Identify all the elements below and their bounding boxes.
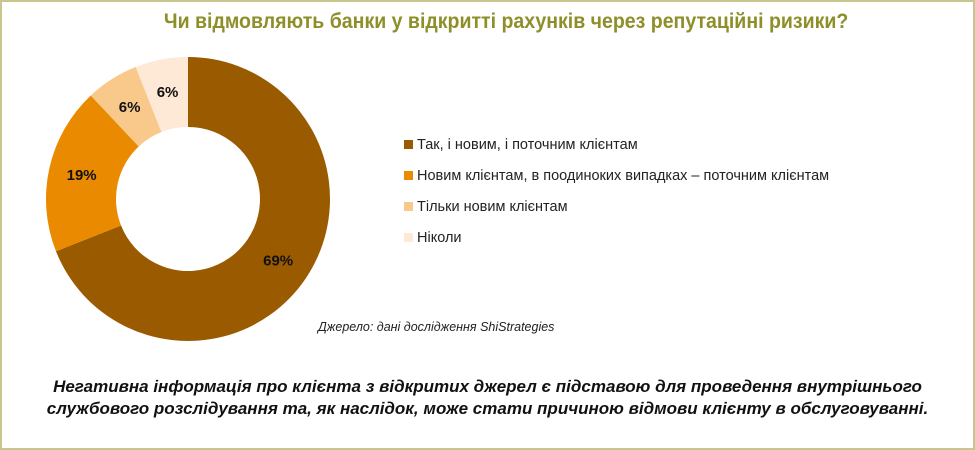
legend-swatch xyxy=(404,202,413,211)
donut-slice xyxy=(46,95,139,252)
legend-label: Тільки новим клієнтам xyxy=(417,198,568,215)
legend-swatch xyxy=(404,233,413,242)
source-note: Джерело: дані дослідження ShiStrategies xyxy=(318,320,555,334)
data-label: 69% xyxy=(263,252,293,269)
legend-item: Ніколи xyxy=(404,222,829,253)
legend-label: Ніколи xyxy=(417,229,462,246)
legend-item: Новим клієнтам, в поодиноких випадках – … xyxy=(404,160,829,191)
donut-slice xyxy=(90,66,162,147)
legend: Так, і новим, і поточним клієнтам Новим … xyxy=(404,129,829,253)
donut-slice xyxy=(135,57,188,133)
data-label: 6% xyxy=(157,84,179,101)
legend-item: Тільки новим клієнтам xyxy=(404,191,829,222)
legend-label: Новим клієнтам, в поодиноких випадках – … xyxy=(417,167,830,184)
donut-slice xyxy=(55,57,330,341)
chart-title: Чи відмовляють банки у відкритті рахункі… xyxy=(163,10,849,33)
legend-item: Так, і новим, і поточним клієнтам xyxy=(404,129,829,160)
legend-label: Так, і новим, і поточним клієнтам xyxy=(417,136,638,153)
legend-swatch xyxy=(404,171,413,180)
legend-swatch xyxy=(404,140,413,149)
data-label: 6% xyxy=(119,99,141,116)
conclusion-text: Негативна інформація про клієнта з відкр… xyxy=(46,377,929,418)
data-label: 19% xyxy=(67,167,97,184)
